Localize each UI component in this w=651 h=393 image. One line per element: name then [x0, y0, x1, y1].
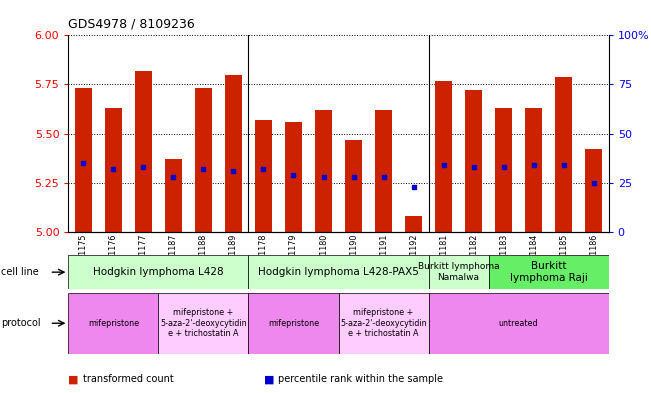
Bar [285, 122, 302, 232]
Text: mifepristone +
5-aza-2'-deoxycytidin
e + trichostatin A: mifepristone + 5-aza-2'-deoxycytidin e +… [340, 309, 427, 338]
Bar [105, 108, 122, 232]
Bar [465, 90, 482, 232]
Text: mifepristone: mifepristone [88, 319, 139, 328]
Bar [255, 120, 271, 232]
Bar [375, 110, 392, 232]
Bar [249, 255, 428, 289]
Bar [68, 293, 158, 354]
Bar [68, 255, 249, 289]
Bar [225, 75, 242, 232]
Bar [495, 108, 512, 232]
Bar [436, 81, 452, 232]
Text: GDS4978 / 8109236: GDS4978 / 8109236 [68, 18, 195, 31]
Bar [339, 293, 428, 354]
Text: mifepristone: mifepristone [268, 319, 319, 328]
Bar [525, 108, 542, 232]
Text: percentile rank within the sample: percentile rank within the sample [278, 374, 443, 384]
Bar [406, 216, 422, 232]
Text: Burkitt
lymphoma Raji: Burkitt lymphoma Raji [510, 261, 588, 283]
Text: transformed count: transformed count [83, 374, 173, 384]
Bar [428, 293, 609, 354]
Text: Hodgkin lymphoma L428-PAX5: Hodgkin lymphoma L428-PAX5 [258, 267, 419, 277]
Bar [165, 159, 182, 232]
Text: protocol: protocol [1, 318, 41, 328]
Text: untreated: untreated [499, 319, 538, 328]
Bar [555, 77, 572, 232]
Bar [345, 140, 362, 232]
Bar [75, 88, 92, 232]
Text: Hodgkin lymphoma L428: Hodgkin lymphoma L428 [93, 267, 224, 277]
Bar [428, 255, 489, 289]
Text: ■: ■ [68, 374, 79, 384]
Text: mifepristone +
5-aza-2'-deoxycytidin
e + trichostatin A: mifepristone + 5-aza-2'-deoxycytidin e +… [160, 309, 247, 338]
Text: cell line: cell line [1, 267, 39, 277]
Bar [489, 255, 609, 289]
Bar [135, 71, 152, 232]
Bar [158, 293, 249, 354]
Text: Burkitt lymphoma
Namalwa: Burkitt lymphoma Namalwa [418, 263, 499, 282]
Bar [249, 293, 339, 354]
Bar [315, 110, 332, 232]
Text: ■: ■ [264, 374, 274, 384]
Bar [585, 149, 602, 232]
Bar [195, 88, 212, 232]
